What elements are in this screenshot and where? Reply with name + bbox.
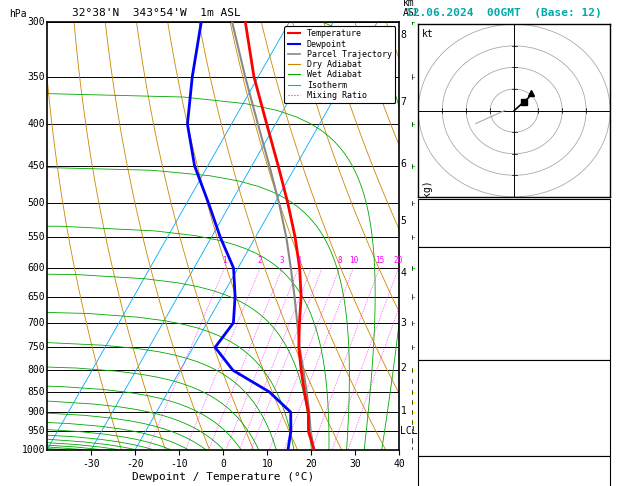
- Text: 1.9: 1.9: [587, 234, 605, 244]
- Text: 1: 1: [222, 256, 227, 265]
- Text: 900: 900: [28, 407, 45, 417]
- Text: 550: 550: [28, 232, 45, 242]
- Text: 400: 400: [28, 119, 45, 129]
- Text: 10: 10: [349, 256, 358, 265]
- Text: 8: 8: [401, 30, 406, 40]
- Text: 13: 13: [593, 427, 605, 437]
- Text: Temp (°C): Temp (°C): [423, 266, 476, 277]
- Text: 2: 2: [258, 256, 262, 265]
- Text: Hodograph: Hodograph: [487, 459, 541, 469]
- Text: 850: 850: [28, 387, 45, 397]
- Text: 1000: 1000: [22, 445, 45, 454]
- Text: 13: 13: [593, 330, 605, 341]
- Text: 650: 650: [28, 292, 45, 301]
- Text: 0: 0: [599, 347, 605, 357]
- Text: 321: 321: [587, 395, 605, 405]
- Text: 8: 8: [337, 256, 342, 265]
- Text: 600: 600: [28, 263, 45, 273]
- Text: Most Unstable: Most Unstable: [476, 363, 552, 373]
- Text: Mixing Ratio (g/kg): Mixing Ratio (g/kg): [423, 180, 433, 292]
- Text: km
ASL: km ASL: [403, 0, 420, 18]
- Text: hPa: hPa: [9, 9, 27, 19]
- Text: 3: 3: [401, 318, 406, 328]
- Text: K: K: [423, 202, 429, 212]
- Text: 1024: 1024: [582, 379, 605, 389]
- Text: CAPE (J): CAPE (J): [423, 330, 470, 341]
- Text: 2: 2: [401, 363, 406, 373]
- Text: 4: 4: [599, 411, 605, 421]
- Text: Lifted Index: Lifted Index: [423, 314, 494, 325]
- Text: Totals Totals: Totals Totals: [423, 218, 499, 228]
- Text: 14.7: 14.7: [582, 282, 605, 293]
- Text: 800: 800: [28, 365, 45, 375]
- Text: 321: 321: [587, 298, 605, 309]
- Text: 700: 700: [28, 318, 45, 328]
- Text: 35: 35: [593, 218, 605, 228]
- Text: kt: kt: [422, 30, 434, 39]
- Text: EH: EH: [423, 475, 435, 485]
- Text: CIN (J): CIN (J): [423, 347, 464, 357]
- Text: -5: -5: [593, 475, 605, 485]
- Text: 20: 20: [394, 256, 403, 265]
- Text: 12.06.2024  00GMT  (Base: 12): 12.06.2024 00GMT (Base: 12): [406, 8, 601, 18]
- Text: Surface: Surface: [494, 250, 535, 260]
- Text: 5: 5: [401, 216, 406, 226]
- Text: 6: 6: [401, 158, 406, 169]
- Text: 1: 1: [401, 406, 406, 417]
- Text: 32°38'N  343°54'W  1m ASL: 32°38'N 343°54'W 1m ASL: [72, 8, 241, 18]
- Text: Pressure (mb): Pressure (mb): [423, 379, 499, 389]
- Text: CIN (J): CIN (J): [423, 443, 464, 453]
- Text: CAPE (J): CAPE (J): [423, 427, 470, 437]
- Text: 15: 15: [375, 256, 384, 265]
- Text: 4: 4: [401, 268, 406, 278]
- Text: Dewp (°C): Dewp (°C): [423, 282, 476, 293]
- Text: 1: 1: [599, 202, 605, 212]
- Text: 300: 300: [28, 17, 45, 27]
- Text: 750: 750: [28, 342, 45, 352]
- Text: LCL: LCL: [401, 426, 418, 435]
- Text: 500: 500: [28, 198, 45, 208]
- Text: 7: 7: [401, 97, 406, 107]
- Text: 4: 4: [296, 256, 301, 265]
- Text: Lifted Index: Lifted Index: [423, 411, 494, 421]
- Legend: Temperature, Dewpoint, Parcel Trajectory, Dry Adiabat, Wet Adiabat, Isotherm, Mi: Temperature, Dewpoint, Parcel Trajectory…: [284, 26, 395, 103]
- Text: 4: 4: [599, 314, 605, 325]
- Text: 20.6: 20.6: [582, 266, 605, 277]
- Text: θₑ(K): θₑ(K): [423, 298, 453, 309]
- Text: θₑ (K): θₑ (K): [423, 395, 459, 405]
- Text: 0: 0: [599, 443, 605, 453]
- Text: PW (cm): PW (cm): [423, 234, 464, 244]
- Text: 450: 450: [28, 161, 45, 171]
- Text: 3: 3: [280, 256, 284, 265]
- Text: 350: 350: [28, 71, 45, 82]
- X-axis label: Dewpoint / Temperature (°C): Dewpoint / Temperature (°C): [132, 472, 314, 482]
- Text: 950: 950: [28, 426, 45, 436]
